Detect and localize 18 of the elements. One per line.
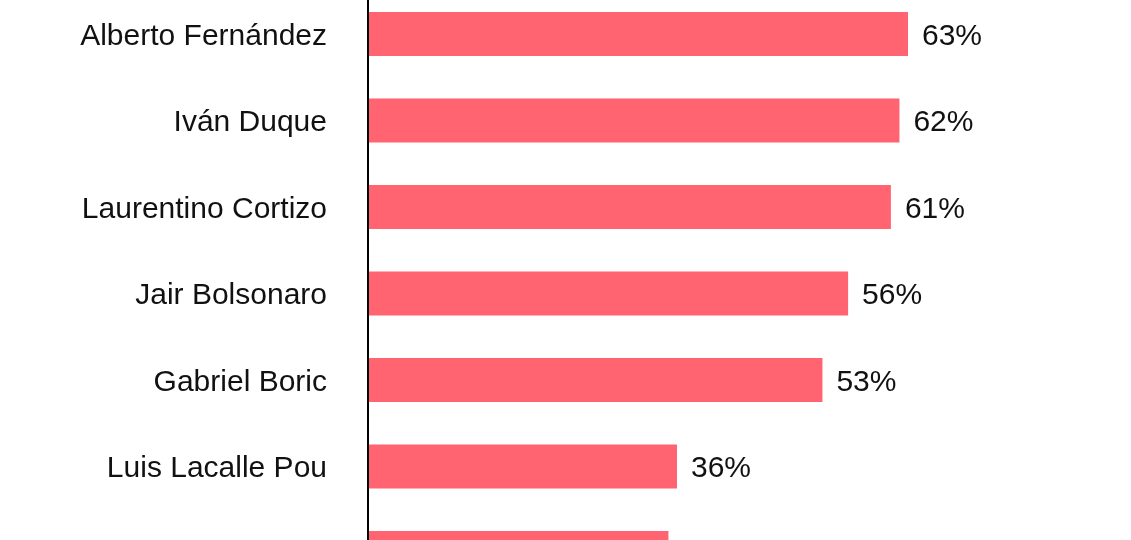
y-tick-label: Luis Lacalle Pou: [106, 450, 327, 483]
bar: [369, 185, 891, 229]
y-tick-label: Iván Duque: [173, 104, 327, 137]
bar: [369, 12, 908, 56]
y-tick-label: Laurentino Cortizo: [81, 190, 327, 224]
data-label: 63%: [922, 17, 983, 51]
data-label: 36%: [691, 450, 752, 483]
y-tick-label: Gabriel Boric: [153, 363, 327, 397]
bar: [369, 98, 900, 143]
data-label: 56%: [862, 277, 923, 310]
data-label: 62%: [913, 104, 974, 137]
data-label: 53%: [836, 363, 897, 397]
y-tick-label: Jair Bolsonaro: [135, 277, 327, 310]
bar: [369, 444, 677, 489]
bar: [369, 358, 823, 402]
bar: [369, 271, 849, 316]
data-label: 61%: [904, 190, 965, 224]
y-tick-label: Alberto Fernández: [80, 17, 327, 51]
